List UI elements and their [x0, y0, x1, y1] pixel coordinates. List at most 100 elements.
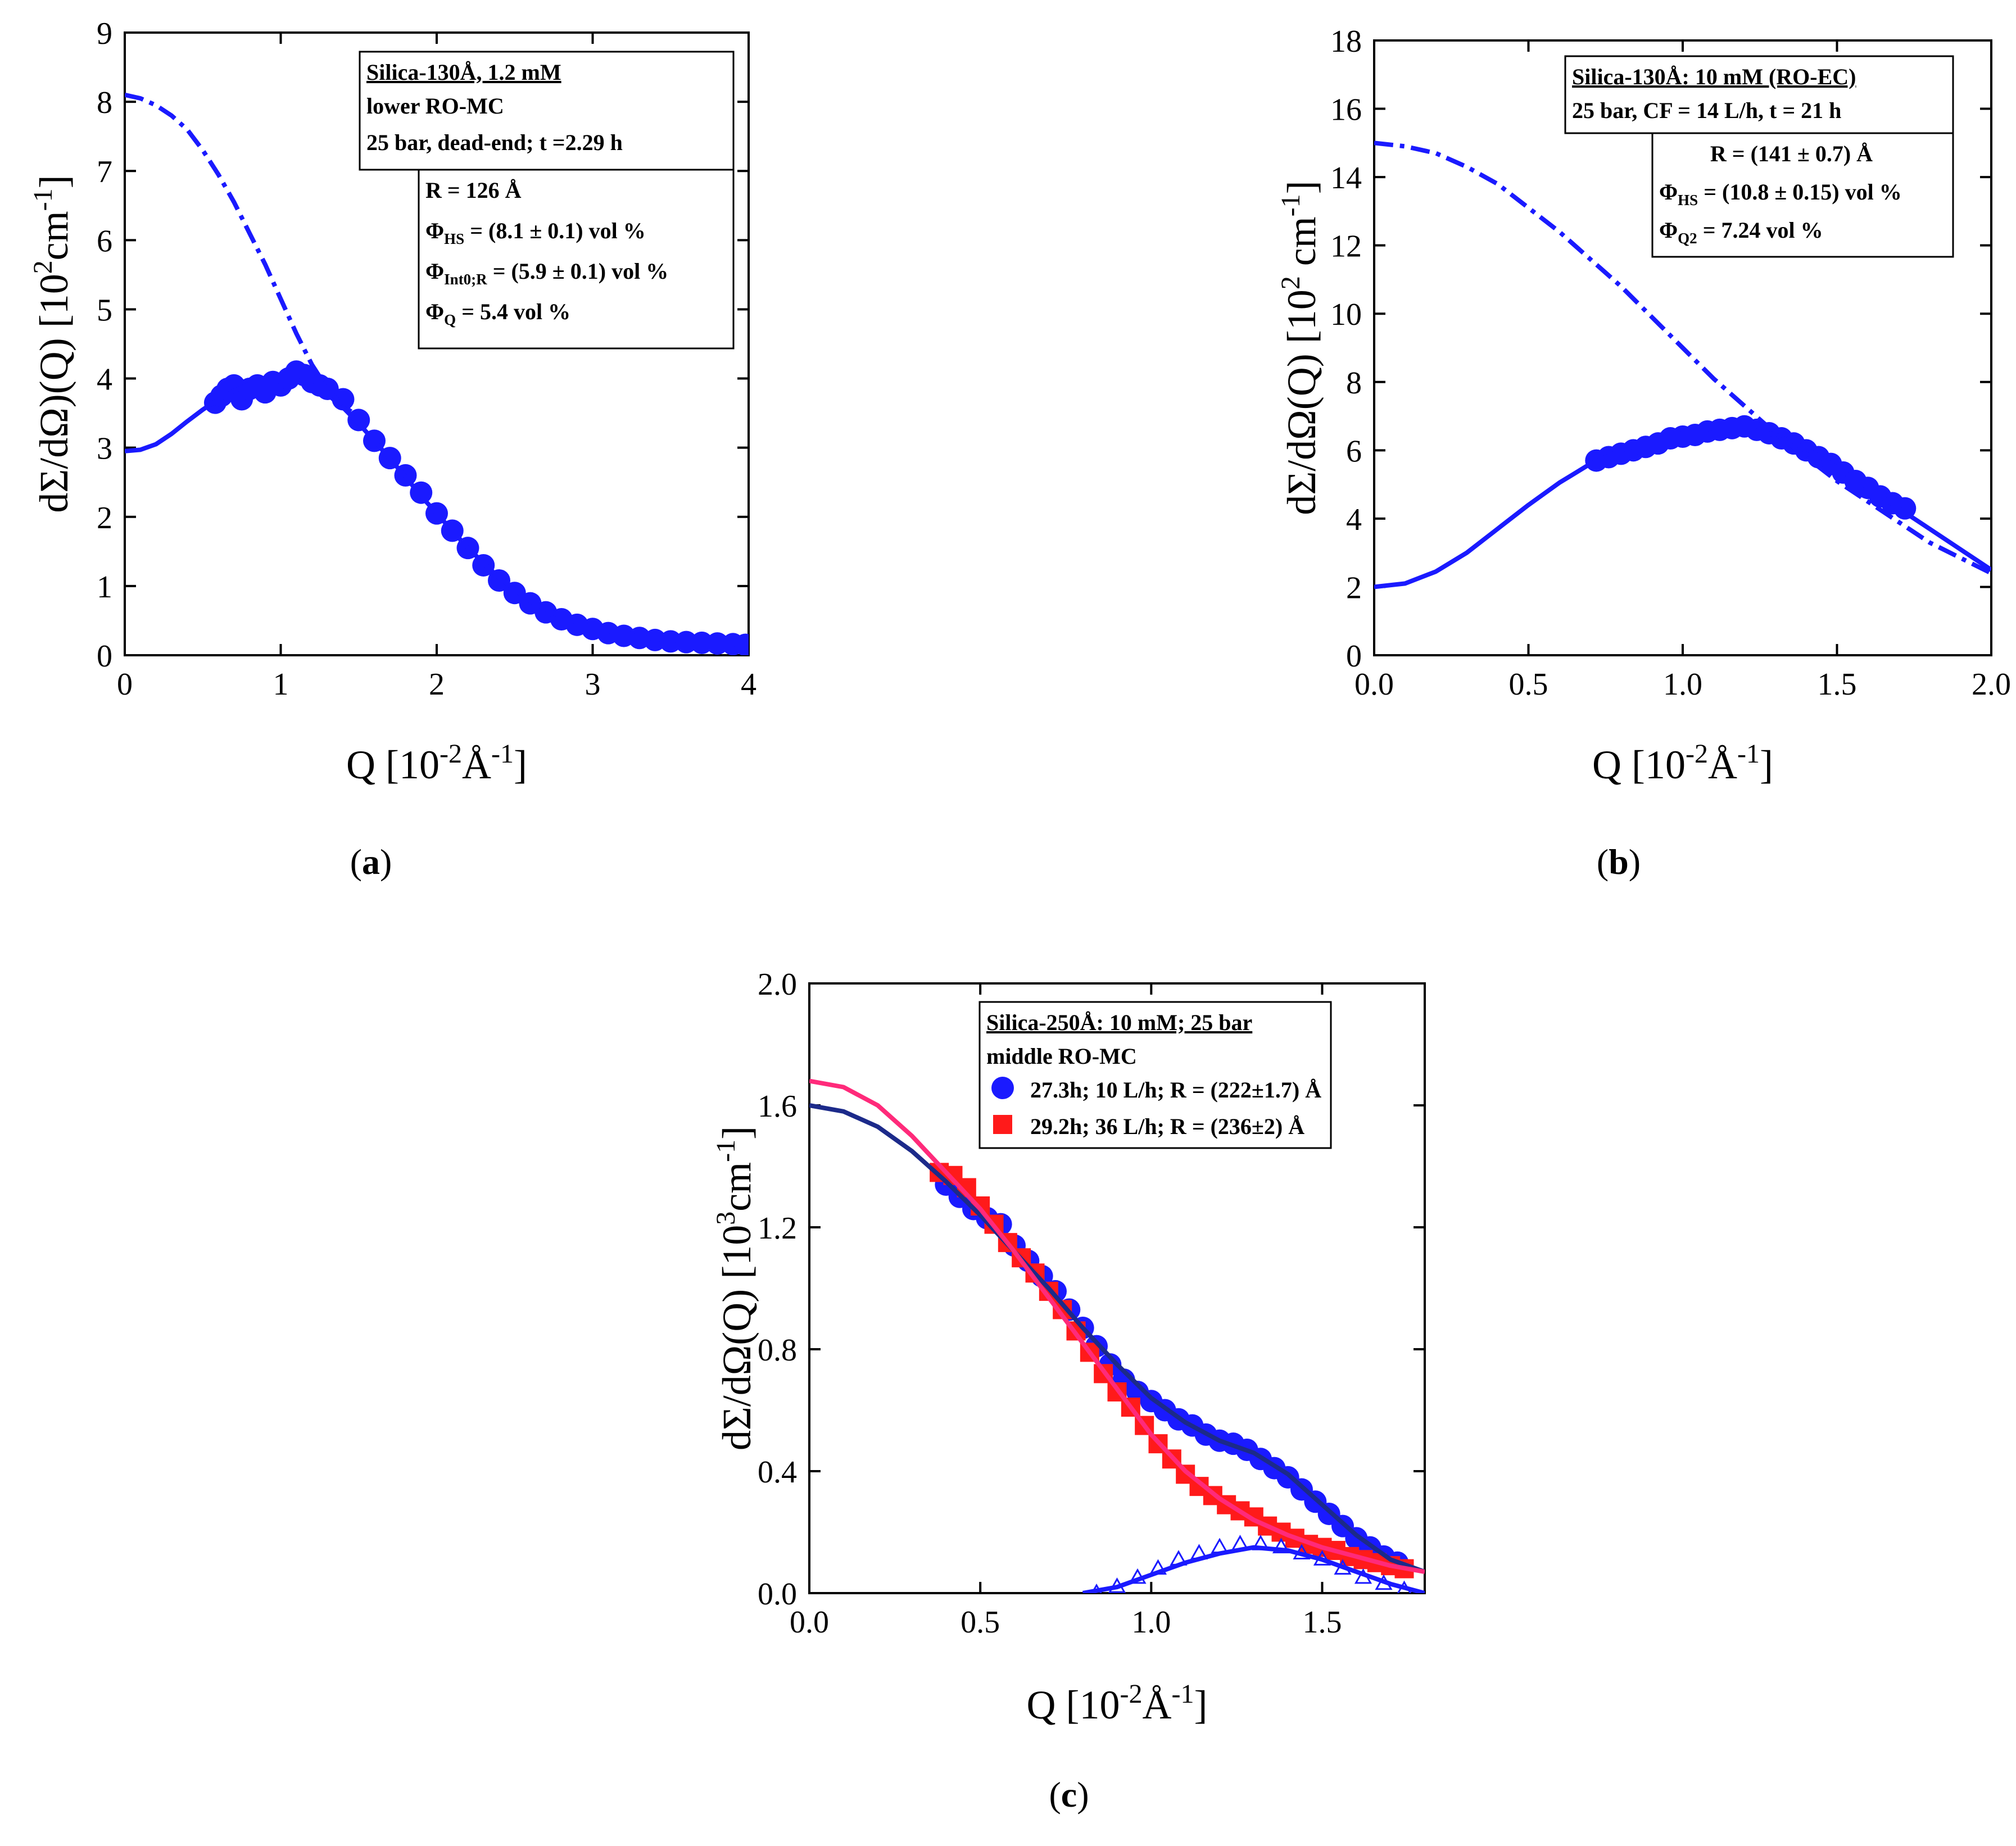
y-tick-label: 14 [1330, 161, 1362, 196]
plot-frame [808, 982, 1426, 1594]
panel-label-letter: c [1061, 1775, 1077, 1815]
y-label-exp: 2 [28, 260, 58, 274]
y-tick-label: 8 [1346, 366, 1362, 401]
y-tick-label: 0.0 [758, 1577, 797, 1612]
annotation-title: Silica-130Å: 10 mM (RO-EC) [1572, 64, 1856, 89]
series-dashdot-2 [1374, 140, 1991, 575]
y-label-end: ] [714, 1126, 759, 1140]
param-value: = (8.1 ± 0.1) vol % [464, 218, 646, 243]
circle-point [347, 409, 370, 432]
y-tick-label: 6 [1346, 434, 1362, 469]
y-label-unit-exp: -1 [711, 1140, 741, 1162]
parameter-line: ΦQ = 5.4 vol % [425, 299, 570, 328]
param-subscript: HS [1678, 192, 1698, 208]
y-axis-label: dΣ/dΩ(Q) [102 cm-1] [1276, 180, 1324, 515]
y-tick-label: 7 [97, 155, 112, 189]
legend-circle-marker [991, 1077, 1014, 1099]
x-label-unit-exp: -1 [491, 739, 514, 769]
y-tick-label: 8 [97, 85, 112, 120]
x-tick-label: 0.5 [961, 1605, 1000, 1640]
y-tick-label: 1 [97, 570, 112, 605]
x-tick-label: 1.0 [1663, 667, 1702, 702]
series-line-2 [809, 1103, 1425, 1574]
x-tick-label: 0.5 [1509, 667, 1548, 702]
y-tick-label: 6 [97, 224, 112, 258]
param-symbol: Φ [1659, 179, 1678, 205]
x-tick-label: 1.5 [1303, 1605, 1342, 1640]
y-axis-label-group: dΣ/dΩ(Q) [102 cm-1] [1276, 180, 1324, 515]
y-label-end: ] [31, 175, 76, 188]
parameter-line: ΦQ2 = 7.24 vol % [1659, 217, 1823, 247]
y-axis-label-group: dΣ/dΩ)(Q) [102cm-1] [28, 175, 76, 512]
panel-c: 0.0 0.5 1.0 1.50.00.40.81.21.62.0Q [10-2Å-1… [711, 967, 1426, 1815]
param-subscript: HS [444, 230, 464, 247]
x-tick-label: 2 [429, 667, 445, 702]
param-value: = (10.8 ± 0.15) vol % [1698, 179, 1902, 205]
parameter-line: ΦHS = (10.8 ± 0.15) vol % [1659, 179, 1902, 208]
param-subscript: Q2 [1678, 230, 1697, 247]
annotation-title: Silica-250Å: 10 mM; 25 bar [986, 1010, 1252, 1035]
param-value: = (5.9 ± 0.1) vol % [487, 258, 669, 284]
y-axis-label: dΣ/dΩ)(Q) [102cm-1] [28, 175, 76, 512]
y-tick-label: 4 [97, 362, 112, 397]
x-tick-label: 0.0 [790, 1605, 829, 1640]
y-label-unit-exp: -1 [28, 188, 58, 211]
x-label-end: ] [514, 742, 527, 787]
param-symbol: Φ [1659, 217, 1678, 243]
param-subscript: Int0;R [444, 271, 487, 288]
x-label-unit: Å [1143, 1682, 1172, 1727]
x-label-end: ] [1760, 742, 1773, 787]
param-subscript: Q [444, 311, 456, 328]
series-line-5 [1082, 1545, 1425, 1593]
y-tick-label: 4 [1346, 502, 1362, 537]
y-tick-label: 2 [97, 501, 112, 536]
legend-label: 27.3h; 10 L/h; R = (222±1.7) Å [1030, 1077, 1321, 1103]
y-label-unit: cm [31, 211, 76, 260]
y-axis-label-group: dΣ/dΩ(Q) [103cm-1] [711, 1126, 759, 1450]
panel-label-close: ) [1629, 842, 1641, 882]
x-tick-label: 3 [585, 667, 601, 702]
parameter-line: R = (141 ± 0.7) Å [1710, 141, 1873, 166]
annotation-line: lower RO-MC [366, 93, 504, 119]
panel-label-open: ( [1049, 1775, 1061, 1815]
panel-label: (a) [350, 842, 392, 882]
x-label-main: Q [10 [346, 742, 440, 787]
y-label-end: ] [1279, 180, 1324, 194]
legend-label: 29.2h; 36 L/h; R = (236±2) Å [1030, 1114, 1304, 1139]
param-symbol: Φ [425, 299, 444, 324]
y-tick-label: 16 [1330, 93, 1362, 128]
x-label-unit: Å [1708, 742, 1737, 787]
param-value: = 7.24 vol % [1697, 217, 1823, 243]
x-label-main: Q [10 [1027, 1682, 1120, 1727]
panel-label-open: ( [1597, 842, 1609, 882]
panel-label-letter: a [362, 842, 380, 882]
annotation-box [359, 51, 735, 171]
y-label-main: dΣ/dΩ(Q) [10 [1279, 289, 1324, 515]
y-label-unit: cm [714, 1162, 759, 1212]
annotation-box [1564, 55, 1954, 134]
y-tick-label: 1.2 [758, 1211, 797, 1246]
y-label-main: dΣ/dΩ)(Q) [10 [31, 274, 76, 512]
y-tick-label: 0 [97, 639, 112, 674]
y-tick-label: 5 [97, 293, 112, 328]
param-value: = 5.4 vol % [456, 299, 570, 324]
y-tick-label: 2.0 [758, 967, 797, 1002]
y-tick-label: 0 [1346, 639, 1362, 674]
param-symbol: Φ [425, 218, 444, 243]
x-axis-label: Q [10-2Å-1] [346, 739, 527, 787]
y-tick-label: 10 [1330, 297, 1362, 332]
y-label-unit: cm [1279, 216, 1324, 276]
parameter-box [418, 169, 735, 350]
series-line-1 [125, 376, 749, 647]
x-label-unit-exp: -1 [1172, 1679, 1194, 1709]
x-label-exp: -2 [440, 739, 462, 769]
y-tick-label: 18 [1330, 24, 1362, 59]
x-axis-label: Q [10-2Å-1] [1027, 1679, 1208, 1727]
annotation-box [978, 1001, 1332, 1149]
x-tick-label: 1.5 [1818, 667, 1857, 702]
panel-label-close: ) [380, 842, 392, 882]
y-label-exp: 2 [1276, 276, 1306, 289]
x-tick-label: 0 [117, 667, 133, 702]
annotation-line: 25 bar, dead-end; t =2.29 h [366, 130, 623, 155]
